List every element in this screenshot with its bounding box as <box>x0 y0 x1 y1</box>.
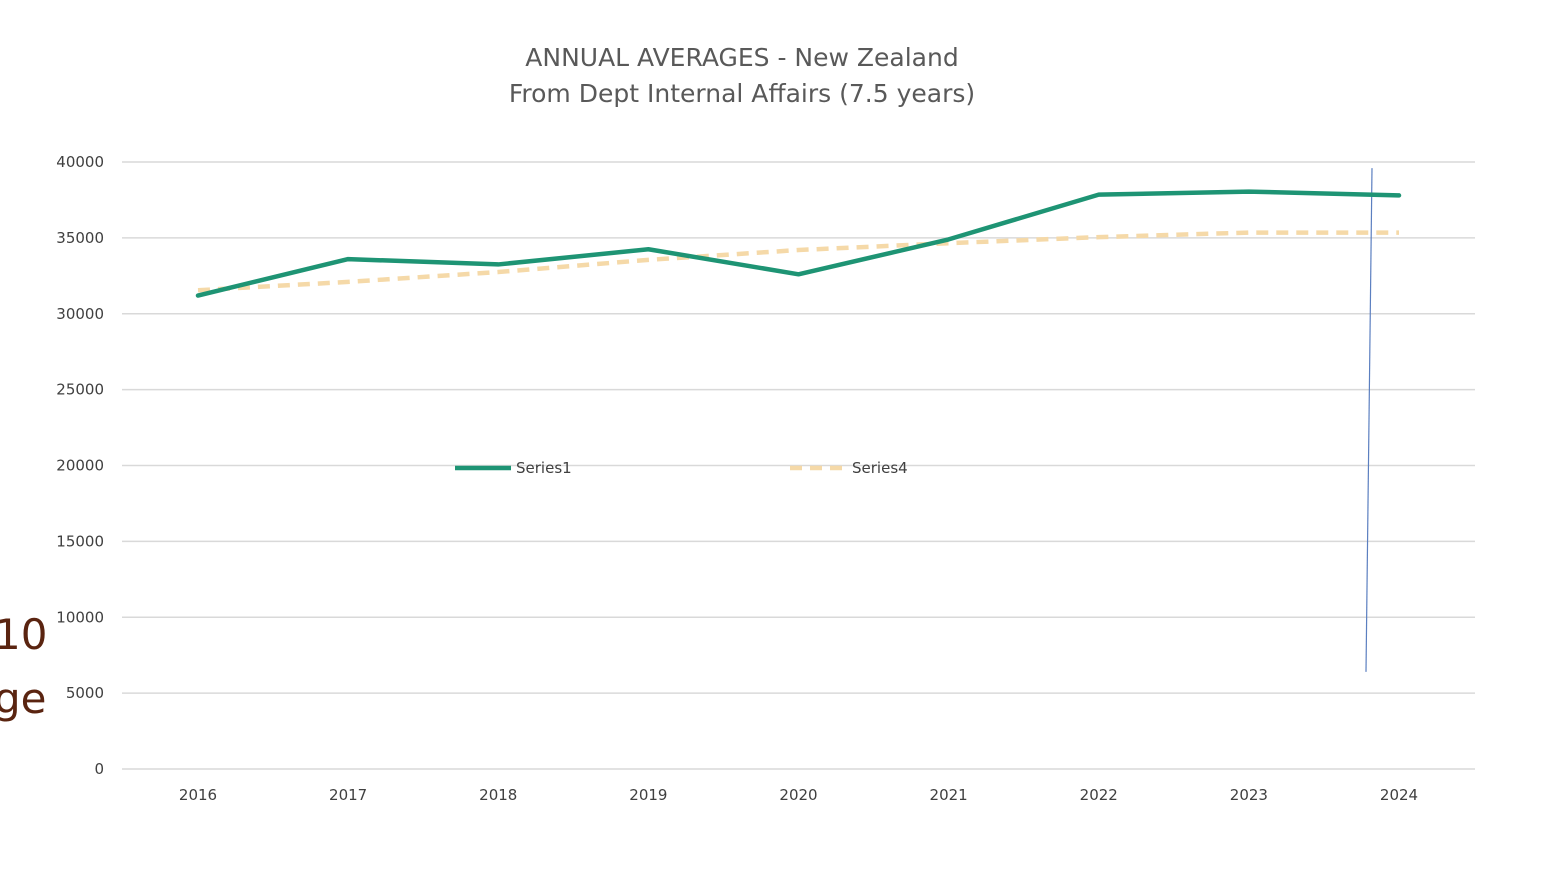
x-tick-label: 2021 <box>930 786 968 804</box>
x-tick-label: 2023 <box>1230 786 1268 804</box>
y-tick-label: 5000 <box>66 684 104 702</box>
y-tick-label: 15000 <box>56 532 104 550</box>
y-tick-label: 30000 <box>56 305 104 323</box>
y-tick-label: 20000 <box>56 457 104 475</box>
y-tick-label: 0 <box>94 760 104 778</box>
x-tick-label: 2018 <box>479 786 517 804</box>
legend-label-series1: Series1 <box>516 459 572 477</box>
x-tick-label: 2022 <box>1080 786 1118 804</box>
x-tick-label: 2020 <box>779 786 817 804</box>
y-tick-label: 40000 <box>56 153 104 171</box>
background-text-ge: ge <box>0 674 47 723</box>
y-tick-label: 25000 <box>56 381 104 399</box>
legend-label-series4: Series4 <box>852 459 908 477</box>
annotation-vertical-line <box>1365 168 1373 672</box>
y-tick-label: 10000 <box>56 608 104 626</box>
background-text-10: 10 <box>0 610 48 659</box>
x-tick-label: 2024 <box>1380 786 1418 804</box>
x-tick-label: 2016 <box>179 786 217 804</box>
x-tick-label: 2017 <box>329 786 367 804</box>
chart-title-line1: ANNUAL AVERAGES - New Zealand <box>525 43 958 72</box>
chart-title-line2: From Dept Internal Affairs (7.5 years) <box>509 79 975 108</box>
y-tick-label: 35000 <box>56 229 104 247</box>
x-tick-label: 2019 <box>629 786 667 804</box>
